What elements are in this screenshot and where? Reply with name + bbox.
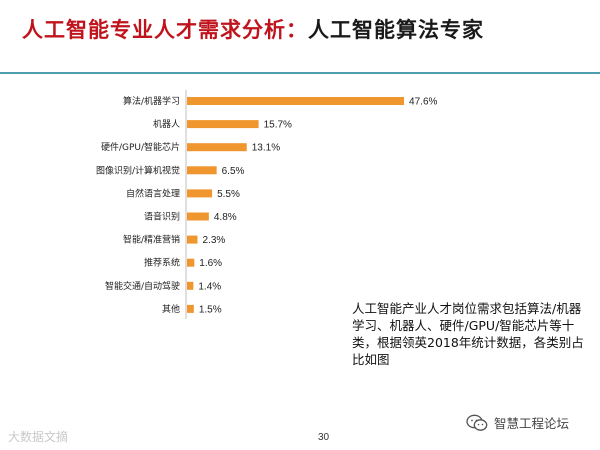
value-label: 15.7%: [264, 120, 292, 131]
value-label: 5.5%: [217, 189, 240, 200]
category-label: 算法/机器学习: [123, 95, 180, 107]
wechat-icon: [466, 414, 488, 431]
category-label: 语音识别: [144, 211, 180, 223]
category-label: 智能交通/自动驾驶: [105, 280, 180, 292]
bar: [187, 143, 247, 152]
value-label: 4.8%: [214, 212, 237, 223]
bar: [187, 120, 259, 129]
bar-chart: 算法/机器学习 47.6% 机器人 15.7% 硬件/GPU/智能芯片 13.1% 图像识别…: [96, 90, 438, 319]
bar: [187, 212, 209, 221]
page-number: 30: [318, 432, 330, 443]
category-label: 硬件/GPU/智能芯片: [101, 141, 180, 153]
value-label: 13.1%: [252, 143, 280, 154]
bar: [187, 304, 194, 313]
category-label: 推荐系统: [144, 257, 180, 269]
slide-title: 人工智能专业人才需求分析：人工智能算法专家: [22, 14, 484, 44]
value-label: 1.6%: [199, 258, 222, 269]
brand-name: 智慧工程论坛: [494, 416, 570, 431]
title-topic: 人工智能专业人才需求分析：: [22, 18, 308, 42]
value-label: 1.5%: [199, 304, 222, 315]
category-label: 智能/精准营销: [123, 234, 180, 246]
category-label: 机器人: [153, 118, 180, 130]
value-label: 6.5%: [222, 166, 245, 177]
category-label: 其他: [162, 303, 180, 315]
title-divider: [0, 72, 600, 74]
bar: [187, 189, 213, 198]
category-label: 自然语言处理: [126, 187, 180, 199]
value-label: 1.4%: [198, 281, 221, 292]
value-label: 2.3%: [202, 235, 225, 246]
category-label: 图像识别/计算机视觉: [96, 164, 180, 176]
bar: [187, 281, 194, 290]
brand-badge: 智慧工程论坛: [466, 413, 569, 432]
bar: [187, 166, 217, 175]
watermark-text: 大数据文摘: [8, 430, 69, 444]
bar: [187, 258, 195, 267]
bar: [187, 97, 405, 105]
value-label: 47.6%: [409, 97, 437, 108]
bar: [187, 235, 198, 244]
title-subject: 人工智能算法专家: [308, 18, 484, 42]
chart-description: 人工智能产业人才岗位需求包括算法/机器学习、机器人、硬件/GPU/智能芯片等十类…: [352, 301, 584, 367]
